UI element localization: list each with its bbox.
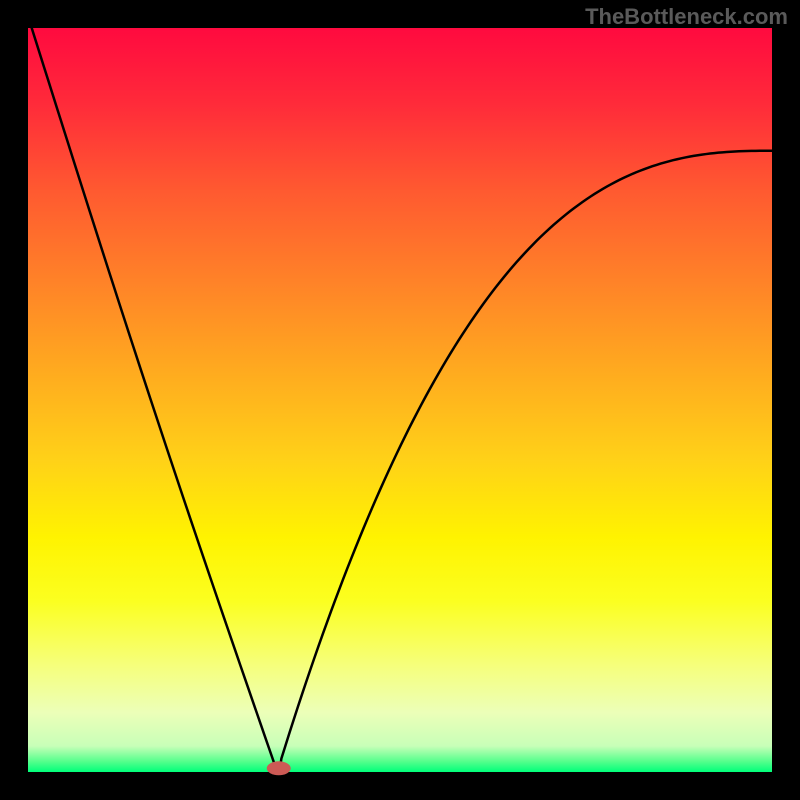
plot-background xyxy=(28,28,772,772)
chart-container: TheBottleneck.com xyxy=(0,0,800,800)
optimal-point-marker xyxy=(267,761,291,775)
bottleneck-chart-svg xyxy=(0,0,800,800)
watermark-text: TheBottleneck.com xyxy=(585,4,788,30)
